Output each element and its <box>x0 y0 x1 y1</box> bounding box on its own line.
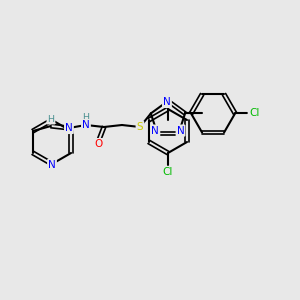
Text: Cl: Cl <box>163 167 173 177</box>
Text: H: H <box>82 113 89 122</box>
Text: S: S <box>136 122 143 132</box>
Text: N: N <box>152 126 159 136</box>
Text: O: O <box>95 139 103 149</box>
Text: N: N <box>65 123 73 133</box>
Text: N: N <box>82 120 90 130</box>
Text: H: H <box>47 115 54 124</box>
Text: Cl: Cl <box>249 108 259 118</box>
Text: N: N <box>163 97 171 107</box>
Text: N: N <box>177 126 184 136</box>
Text: N: N <box>48 160 56 170</box>
